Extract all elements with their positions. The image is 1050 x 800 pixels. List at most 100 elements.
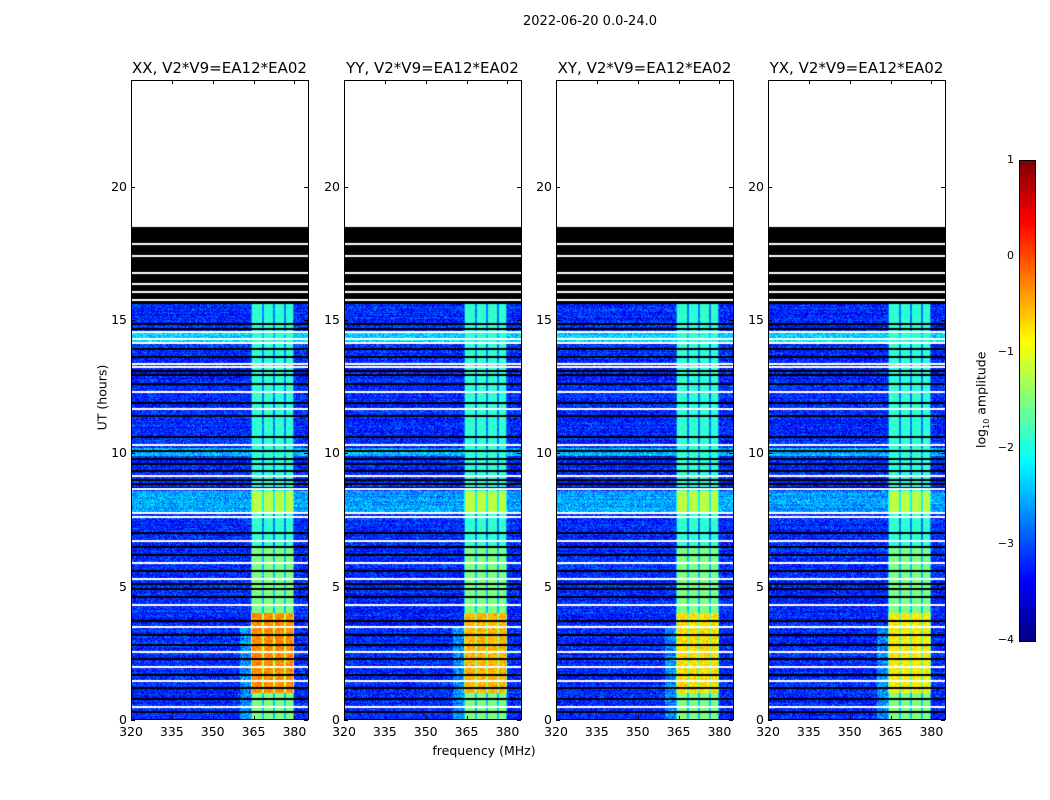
y-tick-mark [131,186,135,188]
plot-frame [556,80,734,720]
colorbar-tick-label: −3 [997,537,1014,550]
x-tick-label: 380 [282,724,307,739]
spectrogram-heatmap [131,80,308,720]
panel-title: YX, V2*V9=EA12*EA02 [769,59,944,77]
x-tick-mark [556,80,557,84]
figure-suptitle: 2022-06-20 0.0-24.0 [523,14,657,29]
colorbar-tick-label: −1 [997,345,1014,358]
colorbar-label: log10 amplitude [973,351,991,448]
panel-title: XX, V2*V9=EA12*EA02 [132,59,307,77]
plot-frame [131,80,309,720]
x-tick-mark [931,716,933,720]
y-tick-mark [304,720,308,721]
y-tick-mark [556,586,560,588]
x-tick-label: 380 [707,724,732,739]
y-tick-mark [344,586,348,588]
x-tick-label: 350 [200,724,225,739]
y-tick-label: 15 [536,312,552,327]
x-tick-label: 350 [413,724,438,739]
x-tick-label: 335 [159,724,184,739]
x-tick-mark [890,80,892,84]
y-tick-mark [344,320,348,321]
plot-frame [344,80,522,720]
spectrogram-heatmap [344,80,521,720]
y-tick-label: 15 [111,312,127,327]
x-tick-mark [596,716,598,720]
y-tick-mark [941,720,945,721]
x-tick-label: 320 [756,724,780,739]
x-tick-mark [253,80,255,84]
plot-frame [768,80,946,720]
x-tick-label: 380 [919,724,944,739]
y-tick-mark [131,586,135,588]
x-tick-mark [344,80,345,84]
colorbar-tick-label: −4 [997,633,1014,646]
colorbar-tick-label: 0 [1007,249,1014,262]
y-tick-mark [304,186,308,188]
x-tick-mark [719,80,721,84]
y-tick-mark [517,186,521,188]
x-tick-label: 365 [878,724,903,739]
y-tick-mark [517,453,521,455]
x-tick-mark [507,716,509,720]
y-tick-mark [941,320,945,321]
y-tick-mark [304,453,308,455]
y-tick-mark [768,586,772,588]
colorbar-tick-label: 1 [1007,153,1014,166]
x-tick-mark [294,80,296,84]
y-tick-label: 10 [324,445,340,461]
x-tick-mark [808,716,810,720]
colorbar [1019,160,1036,642]
y-tick-mark [556,320,560,321]
x-tick-label: 365 [454,724,479,739]
y-tick-mark [304,586,308,588]
y-tick-mark [344,453,348,455]
x-tick-mark [425,716,427,720]
y-tick-label: 0 [119,712,127,727]
x-tick-mark [768,716,769,720]
x-tick-label: 365 [241,724,266,739]
x-tick-mark [425,80,427,84]
x-tick-mark [719,716,721,720]
y-tick-label: 15 [748,312,764,327]
y-tick-mark [517,586,521,588]
x-tick-label: 350 [625,724,650,739]
y-tick-mark [729,720,733,721]
panel-title: XY, V2*V9=EA12*EA02 [557,59,732,77]
y-tick-mark [729,453,733,455]
y-tick-mark [556,186,560,188]
y-tick-mark [768,453,772,455]
y-tick-label: 5 [119,578,127,594]
y-tick-label: 5 [332,578,340,594]
y-tick-mark [941,186,945,188]
y-tick-mark [517,720,521,721]
x-tick-label: 365 [666,724,691,739]
x-tick-mark [931,80,933,84]
y-tick-mark [517,320,521,321]
y-tick-label: 20 [324,178,340,194]
y-tick-label: 20 [748,178,764,194]
y-tick-mark [768,720,772,721]
x-tick-mark [678,716,680,720]
x-tick-mark [384,716,386,720]
x-tick-mark [507,80,509,84]
y-tick-label: 15 [324,312,340,327]
x-tick-mark [384,80,386,84]
x-tick-mark [808,80,810,84]
x-tick-mark [596,80,598,84]
x-tick-label: 335 [584,724,609,739]
y-tick-label: 5 [544,578,552,594]
x-axis-label: frequency (MHz) [432,743,536,758]
y-tick-mark [729,186,733,188]
y-axis-label: UT (hours) [94,364,110,431]
y-tick-label: 10 [748,445,764,461]
x-tick-mark [678,80,680,84]
x-tick-mark [344,716,345,720]
x-tick-mark [556,716,557,720]
x-tick-label: 335 [796,724,821,739]
y-tick-label: 0 [756,712,764,727]
y-tick-mark [131,320,135,321]
y-tick-mark [768,320,772,321]
y-tick-mark [556,720,560,721]
